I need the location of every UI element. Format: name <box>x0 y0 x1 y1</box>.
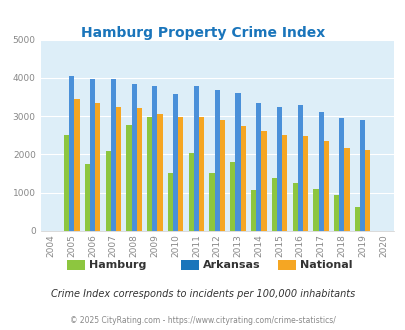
Text: Crime Index corresponds to incidents per 100,000 inhabitants: Crime Index corresponds to incidents per… <box>51 289 354 299</box>
Text: © 2025 CityRating.com - https://www.cityrating.com/crime-statistics/: © 2025 CityRating.com - https://www.city… <box>70 315 335 325</box>
Bar <box>69 76 74 231</box>
Bar <box>95 103 100 231</box>
Bar <box>364 150 369 231</box>
Text: Hamburg: Hamburg <box>89 260 146 270</box>
Bar <box>111 79 116 231</box>
Bar <box>302 136 307 231</box>
Bar <box>318 112 323 231</box>
Bar <box>214 90 219 231</box>
Bar <box>313 189 318 231</box>
Bar <box>136 108 141 231</box>
Bar <box>219 120 224 231</box>
Bar <box>339 118 343 231</box>
Bar <box>152 86 157 231</box>
Bar <box>131 83 136 231</box>
Bar <box>359 120 364 231</box>
Bar <box>209 173 214 231</box>
Bar <box>292 183 297 231</box>
Bar <box>198 117 204 231</box>
Bar <box>74 99 79 231</box>
Text: National: National <box>300 260 352 270</box>
Bar <box>343 148 349 231</box>
Bar <box>333 195 339 231</box>
Bar <box>126 125 131 231</box>
Bar <box>90 79 95 231</box>
Bar <box>230 162 235 231</box>
Bar <box>167 173 173 231</box>
Bar <box>323 141 328 231</box>
Bar <box>261 131 266 231</box>
Bar <box>178 117 183 231</box>
Bar <box>281 135 287 231</box>
Bar <box>116 107 121 231</box>
Bar <box>240 126 245 231</box>
Text: Arkansas: Arkansas <box>202 260 260 270</box>
Bar <box>271 178 276 231</box>
Bar <box>85 164 90 231</box>
Bar <box>157 114 162 231</box>
Text: Hamburg Property Crime Index: Hamburg Property Crime Index <box>81 26 324 40</box>
Bar <box>64 135 69 231</box>
Bar <box>354 207 359 231</box>
Bar <box>193 86 198 231</box>
Bar <box>250 190 256 231</box>
Bar <box>276 107 281 231</box>
Bar <box>256 103 261 231</box>
Bar <box>297 105 302 231</box>
Bar <box>147 117 152 231</box>
Bar <box>188 152 193 231</box>
Bar <box>105 150 111 231</box>
Bar <box>173 94 178 231</box>
Bar <box>235 93 240 231</box>
